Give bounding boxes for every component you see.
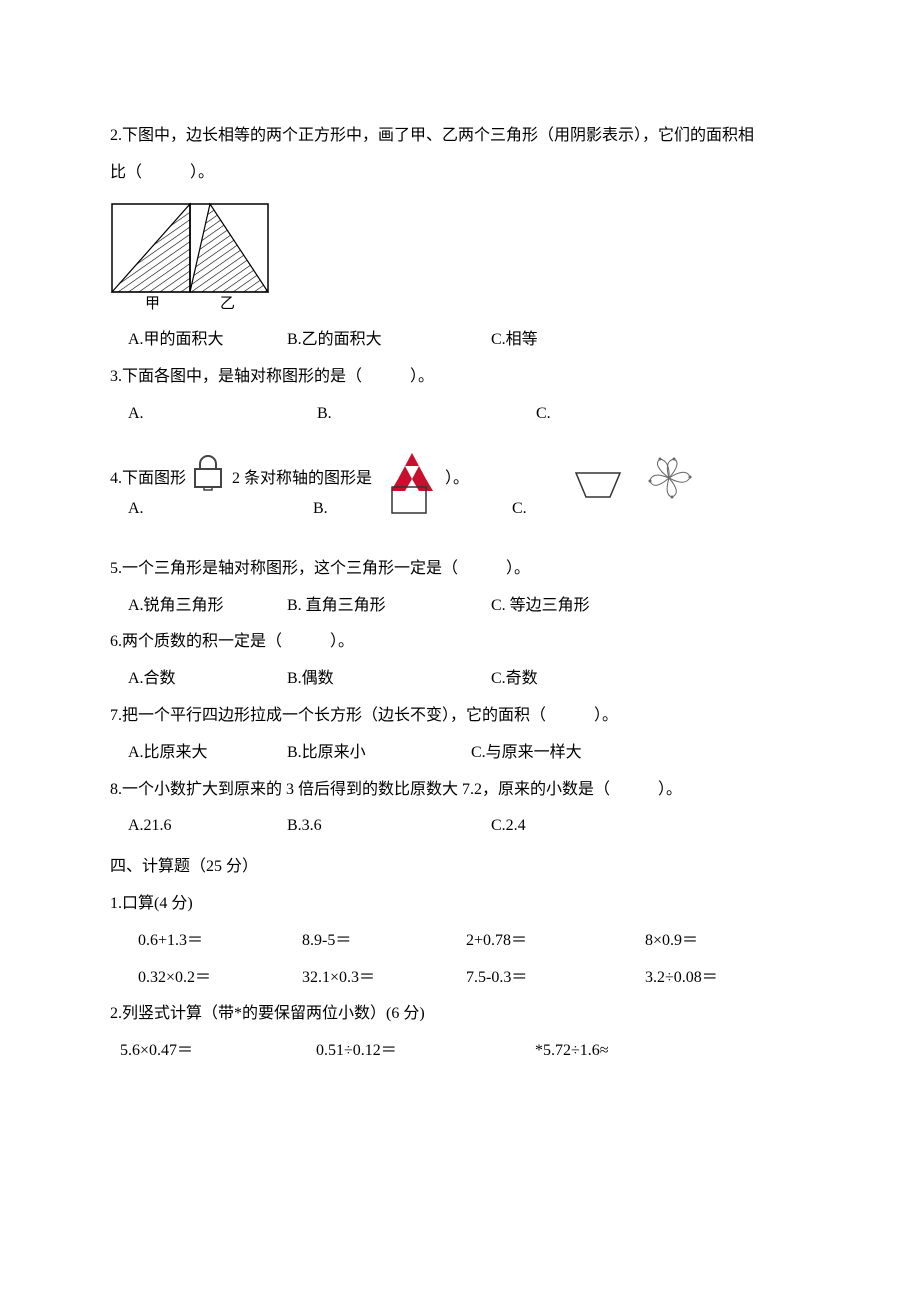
q3-text: 3.下面各图中，是轴对称图形的是（ ）。 <box>110 359 810 396</box>
q6-options: A.合数 B.偶数 C.奇数 <box>110 661 810 698</box>
calc-r2-d: 3.2÷0.08＝ <box>645 960 795 997</box>
q5-options: A.锐角三角形 B. 直角三角形 C. 等边三角形 <box>110 588 810 625</box>
svg-text:甲: 甲 <box>145 296 160 312</box>
calc-row2: 0.32×0.2＝ 32.1×0.3＝ 7.5-0.3＝ 3.2÷0.08＝ <box>110 960 810 997</box>
q6-optB: B.偶数 <box>287 661 487 698</box>
q4-pre: 4.下面图形 <box>110 461 186 498</box>
q4-flower-icon <box>642 453 696 518</box>
section4-title: 四、计算题（25 分） <box>110 849 810 886</box>
q6-optC: C.奇数 <box>491 661 641 698</box>
q3-optA: A. <box>128 396 313 433</box>
q4-mid: 2 条对称轴的图形是 <box>232 461 372 498</box>
q5-optB: B. 直角三角形 <box>287 588 487 625</box>
q3-optC: C. <box>536 396 636 433</box>
vert-row: 5.6×0.47＝ 0.51÷0.12＝ *5.72÷1.6≈ <box>110 1033 810 1070</box>
vert-b: 0.51÷0.12＝ <box>316 1033 531 1070</box>
calc-row1: 0.6+1.3＝ 8.9-5＝ 2+0.78＝ 8×0.9＝ <box>110 923 810 960</box>
q5-text: 5.一个三角形是轴对称图形，这个三角形一定是（ ）。 <box>110 551 810 588</box>
calc-r2-c: 7.5-0.3＝ <box>466 960 641 997</box>
q8-text: 8.一个小数扩大到原来的 3 倍后得到的数比原数大 7.2，原来的小数是（ ）。 <box>110 772 810 809</box>
q5-optA: A.锐角三角形 <box>128 588 283 625</box>
q7-optA: A.比原来大 <box>128 735 283 772</box>
q4-optA: A. <box>128 491 144 528</box>
calc-r2-a: 0.32×0.2＝ <box>138 960 298 997</box>
q4-lock-icon <box>187 453 229 506</box>
q2-optA: A.甲的面积大 <box>128 322 283 359</box>
calc-r1-a: 0.6+1.3＝ <box>138 923 298 960</box>
q2-optB: B.乙的面积大 <box>287 322 487 359</box>
calc-r1-c: 2+0.78＝ <box>466 923 641 960</box>
calc-r1-d: 8×0.9＝ <box>645 923 795 960</box>
q2-text-line2: 比（ ）。 <box>110 155 810 192</box>
q2-optC: C.相等 <box>491 322 641 359</box>
section4-sub2-title: 2.列竖式计算（带*的要保留两位小数）(6 分) <box>110 996 810 1033</box>
vert-a: 5.6×0.47＝ <box>120 1033 312 1070</box>
vert-c: *5.72÷1.6≈ <box>535 1033 685 1070</box>
q6-optA: A.合数 <box>128 661 283 698</box>
q4-optB-square <box>390 485 428 530</box>
q8-optA: A.21.6 <box>128 808 283 845</box>
q2-figure: 甲 乙 <box>110 202 810 327</box>
q2-text-line1: 2.下图中，边长相等的两个正方形中，画了甲、乙两个三角形（用阴影表示），它们的面… <box>110 118 810 155</box>
q4-optC: C. <box>512 491 527 528</box>
q8-optC: C.2.4 <box>491 808 641 845</box>
q7-options: A.比原来大 B.比原来小 C.与原来一样大 <box>110 735 810 772</box>
q8-options: A.21.6 B.3.6 C.2.4 <box>110 808 810 845</box>
section4-sub1-title: 1.口算(4 分) <box>110 886 810 923</box>
q4-line: 4.下面图形 2 条对称轴的图形是 ）。 A. B. C. <box>110 453 810 513</box>
q8-optB: B.3.6 <box>287 808 487 845</box>
q4-post: ）。 <box>445 461 469 498</box>
q4-optB: B. <box>313 491 328 528</box>
q4-trapezoid-icon <box>572 469 624 516</box>
svg-text:乙: 乙 <box>220 296 235 312</box>
q3-options: A. B. C. <box>110 396 810 433</box>
q2-options: A.甲的面积大 B.乙的面积大 C.相等 <box>110 322 810 359</box>
q7-optC: C.与原来一样大 <box>471 735 621 772</box>
q6-text: 6.两个质数的积一定是（ ）。 <box>110 624 810 661</box>
q7-optB: B.比原来小 <box>287 735 467 772</box>
q7-text: 7.把一个平行四边形拉成一个长方形（边长不变），它的面积（ ）。 <box>110 698 810 735</box>
q5-optC: C. 等边三角形 <box>491 588 641 625</box>
calc-r1-b: 8.9-5＝ <box>302 923 462 960</box>
q3-optB: B. <box>317 396 532 433</box>
calc-r2-b: 32.1×0.3＝ <box>302 960 462 997</box>
